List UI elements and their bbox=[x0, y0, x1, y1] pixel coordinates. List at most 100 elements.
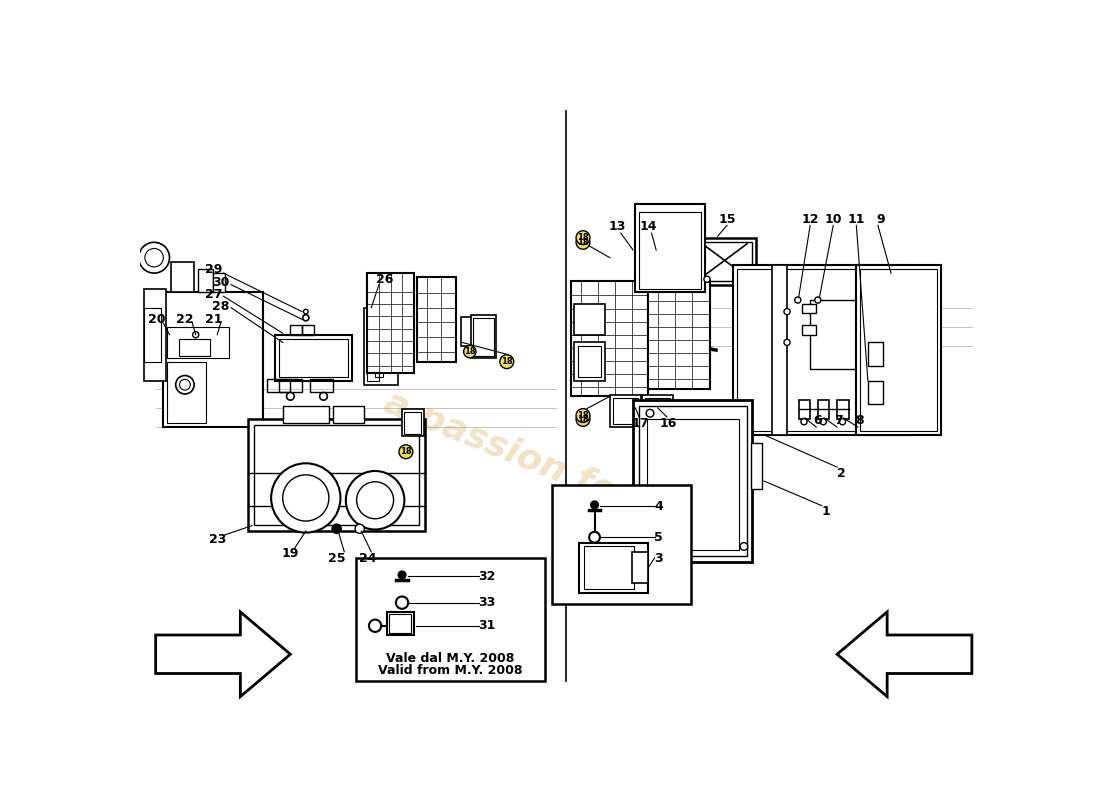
Text: 7: 7 bbox=[834, 414, 843, 427]
Bar bbox=[418, 277, 455, 362]
Circle shape bbox=[368, 619, 382, 632]
Text: Vale dal M.Y. 2008: Vale dal M.Y. 2008 bbox=[386, 651, 514, 665]
Bar bbox=[375, 366, 383, 377]
Bar bbox=[639, 211, 701, 289]
Circle shape bbox=[784, 339, 790, 346]
Bar bbox=[613, 398, 638, 424]
Bar bbox=[810, 300, 871, 370]
Bar bbox=[574, 342, 605, 381]
Circle shape bbox=[839, 418, 846, 425]
Text: 22: 22 bbox=[176, 313, 194, 326]
Text: 10: 10 bbox=[825, 213, 842, 226]
Circle shape bbox=[179, 379, 190, 390]
Text: Valid from M.Y. 2008: Valid from M.Y. 2008 bbox=[377, 664, 522, 677]
Circle shape bbox=[145, 249, 164, 267]
Bar bbox=[652, 557, 675, 564]
Text: 26: 26 bbox=[376, 273, 394, 286]
Circle shape bbox=[464, 346, 476, 358]
Bar bbox=[375, 327, 383, 338]
Bar bbox=[631, 552, 649, 582]
Bar bbox=[609, 394, 640, 427]
Bar bbox=[213, 273, 226, 292]
Bar bbox=[367, 311, 378, 381]
Text: 19: 19 bbox=[282, 547, 299, 560]
Circle shape bbox=[576, 230, 590, 245]
Bar bbox=[279, 378, 301, 393]
Circle shape bbox=[192, 332, 199, 338]
Text: 29: 29 bbox=[205, 262, 222, 276]
Text: 31: 31 bbox=[478, 619, 495, 632]
Text: 1: 1 bbox=[822, 506, 829, 518]
Text: 25: 25 bbox=[328, 551, 345, 565]
Circle shape bbox=[356, 482, 394, 518]
Circle shape bbox=[332, 524, 341, 534]
Bar bbox=[310, 378, 332, 393]
Bar bbox=[389, 614, 411, 633]
Bar bbox=[461, 317, 478, 346]
Bar bbox=[584, 546, 634, 589]
Bar bbox=[698, 242, 752, 281]
Bar bbox=[405, 413, 421, 434]
Text: 18: 18 bbox=[500, 357, 513, 366]
Text: 11: 11 bbox=[848, 213, 865, 226]
Text: 21: 21 bbox=[205, 313, 222, 326]
Text: 18: 18 bbox=[578, 411, 588, 420]
Bar bbox=[733, 266, 911, 435]
Text: 18: 18 bbox=[400, 447, 411, 456]
Bar bbox=[572, 281, 649, 396]
Text: 18: 18 bbox=[464, 347, 475, 356]
Text: 32: 32 bbox=[478, 570, 495, 583]
Bar bbox=[275, 334, 352, 381]
Bar bbox=[574, 304, 605, 334]
Bar bbox=[178, 339, 209, 356]
Bar bbox=[751, 442, 762, 489]
Text: 14: 14 bbox=[640, 220, 657, 234]
Bar bbox=[772, 266, 786, 435]
Text: 18: 18 bbox=[578, 233, 588, 242]
Circle shape bbox=[302, 314, 309, 321]
Circle shape bbox=[590, 532, 600, 542]
Bar bbox=[472, 315, 496, 358]
Text: 13: 13 bbox=[609, 220, 626, 234]
Bar bbox=[837, 400, 849, 419]
Circle shape bbox=[576, 413, 590, 426]
Circle shape bbox=[499, 354, 514, 369]
Circle shape bbox=[784, 309, 790, 314]
Circle shape bbox=[398, 571, 406, 578]
Text: 8: 8 bbox=[855, 414, 864, 427]
Circle shape bbox=[345, 471, 405, 530]
Bar bbox=[649, 281, 711, 389]
Circle shape bbox=[283, 475, 329, 521]
Bar bbox=[167, 327, 229, 358]
Bar bbox=[803, 304, 816, 313]
Bar bbox=[301, 326, 314, 334]
Bar bbox=[647, 419, 739, 550]
Text: 16: 16 bbox=[660, 417, 678, 430]
Polygon shape bbox=[837, 612, 972, 697]
Circle shape bbox=[576, 409, 590, 422]
Bar bbox=[254, 425, 419, 525]
Bar bbox=[695, 238, 757, 285]
Text: 9: 9 bbox=[877, 213, 886, 226]
Bar bbox=[198, 270, 213, 292]
Bar bbox=[803, 326, 816, 334]
Circle shape bbox=[740, 542, 748, 550]
Text: 18: 18 bbox=[578, 238, 588, 247]
Bar bbox=[290, 326, 301, 334]
Circle shape bbox=[286, 393, 295, 400]
Bar bbox=[332, 406, 363, 423]
Polygon shape bbox=[156, 612, 290, 697]
Text: 33: 33 bbox=[478, 596, 495, 609]
Circle shape bbox=[821, 418, 826, 425]
Circle shape bbox=[591, 501, 598, 509]
Text: a passion for parts: a passion for parts bbox=[379, 386, 748, 561]
Circle shape bbox=[396, 597, 408, 609]
Bar bbox=[634, 400, 752, 562]
Bar bbox=[860, 270, 937, 431]
Circle shape bbox=[304, 310, 308, 314]
Circle shape bbox=[576, 235, 590, 250]
Circle shape bbox=[646, 410, 653, 417]
Text: 6: 6 bbox=[814, 414, 822, 427]
Text: 18: 18 bbox=[578, 415, 588, 424]
Bar bbox=[737, 270, 906, 431]
